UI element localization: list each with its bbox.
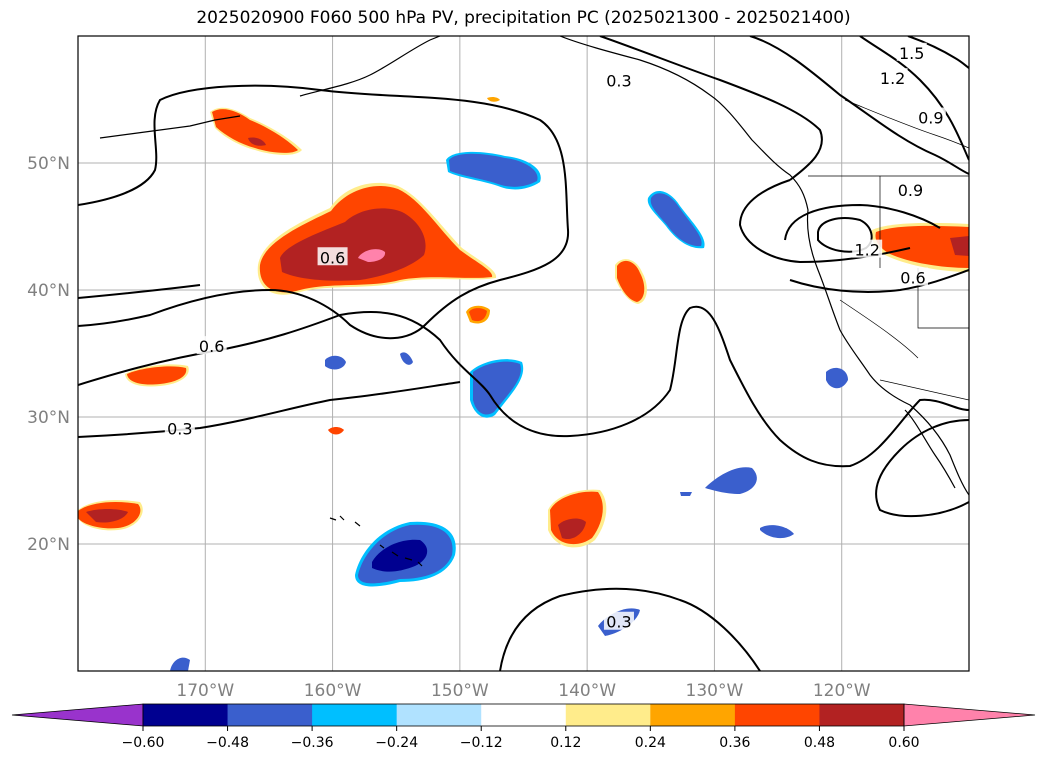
colorbar-tick-label: −0.48 (206, 735, 249, 751)
contour-label-bg (895, 179, 926, 198)
colorbar-segment (143, 704, 229, 726)
contour-labels: 0.6 0.6 0.3 0.3 0.3 1.2 1.5 0.9 0.9 1.2 0.6 (164, 42, 946, 632)
colorbar-tick-label: 0.12 (550, 735, 581, 751)
colorbar-extend-max (903, 703, 1036, 727)
latitude-label: 30°N (27, 408, 70, 428)
negative-anomaly-hawaii (355, 521, 456, 587)
contour-label-bg (164, 418, 195, 437)
contour-label-bg (852, 239, 883, 258)
positive-anomaly-small-mid (328, 96, 500, 435)
positive-anomaly-south-central (548, 489, 607, 548)
colorbar-segment (565, 704, 651, 726)
latitude-label: 50°N (27, 154, 70, 174)
longitude-label: 170°W (176, 681, 234, 701)
contour-label-bg (603, 611, 634, 630)
positive-anomaly-central-pacific (257, 182, 497, 295)
latitude-labels: 50°N 40°N 30°N 20°N (27, 154, 70, 555)
contour-label-bg (896, 42, 927, 61)
colorbar-tick-label: −0.36 (291, 735, 334, 751)
contour-label: 1.5 (899, 44, 924, 63)
negative-anomaly-mid-pacific (470, 359, 524, 418)
colorbar-tick-label: 0.48 (804, 735, 835, 751)
colorbar-tick-label: 0.60 (888, 735, 919, 751)
latitude-label: 20°N (27, 535, 70, 555)
colorbar-tick-label: −0.12 (460, 735, 503, 751)
colorbar-tick-label: 0.36 (719, 735, 750, 751)
contour-label: 0.6 (900, 269, 925, 288)
contour-label: 0.9 (918, 109, 943, 128)
contour-label: 0.9 (898, 181, 923, 200)
contour-label-bg (877, 68, 908, 87)
negative-anomaly-gulf-alaska (446, 151, 541, 190)
colorbar-segment (312, 704, 398, 726)
contour-label-bg (915, 107, 946, 126)
longitude-label: 130°W (686, 681, 744, 701)
map-border (77, 35, 970, 672)
colorbar-segment (650, 704, 736, 726)
contour-label-bg (317, 247, 348, 266)
positive-anomaly-northwest (210, 107, 302, 155)
colorbar-segment (396, 704, 482, 726)
colorbar-segment (481, 704, 567, 726)
map-content: 0.6 0.6 0.3 0.3 0.3 1.2 1.5 0.9 0.9 1.2 0.6 (78, 36, 969, 671)
colorbar-frame (142, 703, 905, 727)
colorbar-segment (227, 704, 313, 726)
positive-anomaly-far-west (78, 500, 143, 531)
colorbar-tick-label: −0.24 (375, 735, 418, 751)
longitude-label: 120°W (813, 681, 871, 701)
contour-label: 0.3 (606, 613, 631, 632)
positive-anomaly-east-pacific (615, 259, 647, 304)
colorbar: −0.60 −0.48 −0.36 −0.24 −0.12 0.12 0.24 0.36 0.4… (11, 703, 1036, 751)
positive-anomaly-west-small (125, 364, 189, 387)
colorbar-segment (819, 704, 905, 726)
colorbar-segment (734, 704, 820, 726)
latitude-label: 40°N (27, 281, 70, 301)
map-title: 2025020900 F060 500 hPa PV, precipitatio… (196, 8, 851, 28)
longitude-labels: 170°W 160°W 150°W 140°W 130°W 120°W (176, 681, 870, 701)
colorbar-tick-label: −0.60 (122, 735, 165, 751)
contour-label: 1.2 (880, 69, 905, 88)
contour-label: 0.6 (320, 248, 345, 267)
coastlines (99, 36, 969, 567)
pv-contours (78, 36, 969, 671)
colorbar-extend-min (11, 703, 144, 727)
positive-anomaly-west-coast (871, 222, 969, 272)
contour-label: 1.2 (854, 241, 879, 260)
contour-label: 0.3 (167, 420, 192, 439)
contour-label: 0.6 (199, 337, 224, 356)
contour-label-bg (897, 267, 928, 286)
longitude-label: 150°W (431, 681, 489, 701)
contour-label-bg (603, 70, 634, 89)
negative-anomaly-northeast (647, 191, 705, 249)
precip-anomaly-fields (78, 96, 969, 671)
contour-label: 0.3 (606, 72, 631, 91)
longitude-label: 160°W (304, 681, 362, 701)
longitude-label: 140°W (558, 681, 616, 701)
colorbar-tick-label: 0.24 (635, 735, 666, 751)
contour-label-bg (196, 336, 227, 355)
